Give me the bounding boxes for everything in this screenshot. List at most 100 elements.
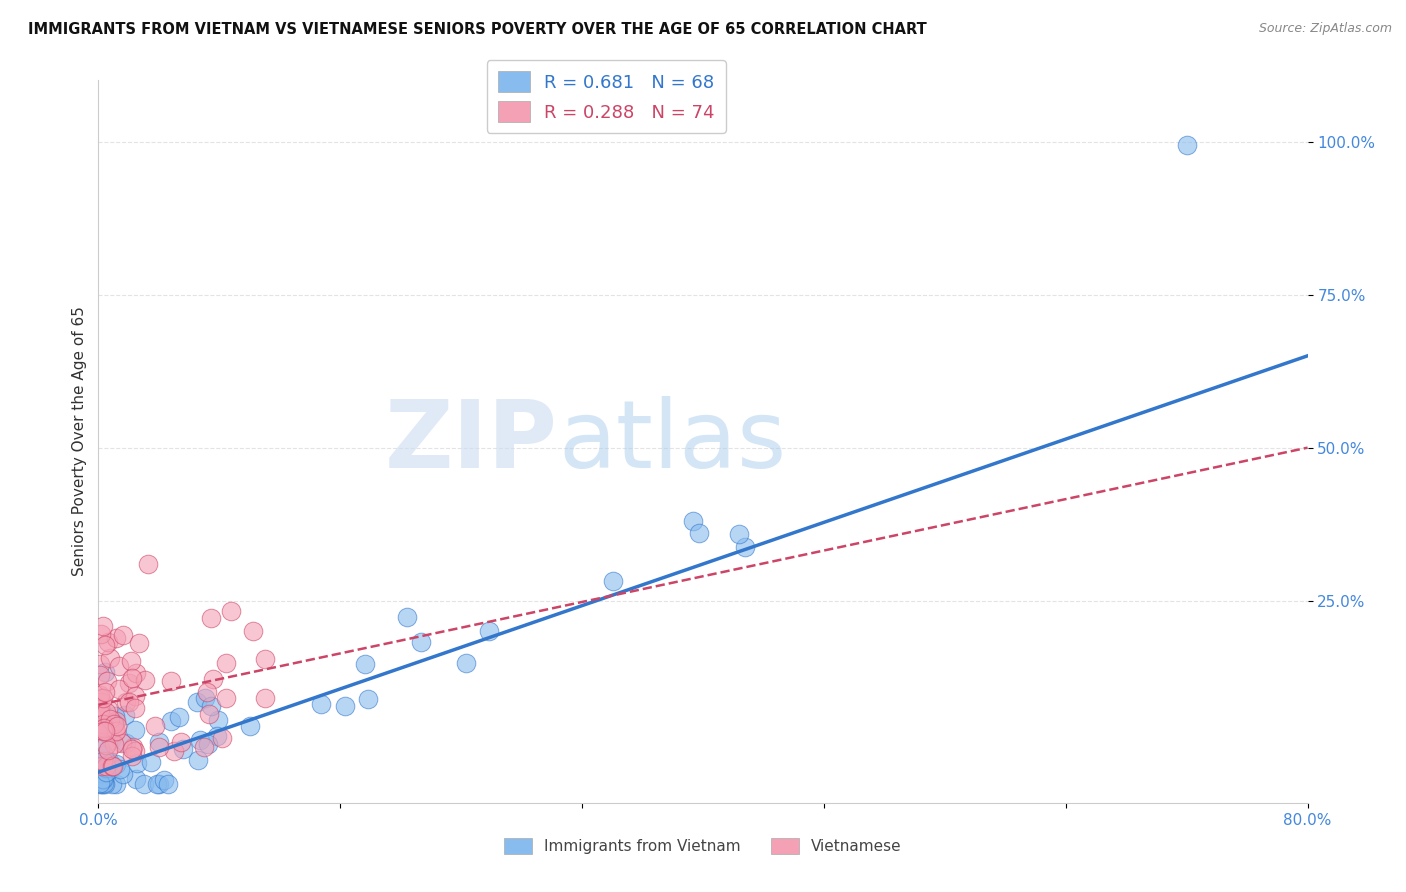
Point <box>143 719 166 733</box>
Point <box>89 688 111 702</box>
Text: IMMIGRANTS FROM VIETNAM VS VIETNAMESE SENIORS POVERTY OVER THE AGE OF 65 CORRELA: IMMIGRANTS FROM VIETNAM VS VIETNAMESE SE… <box>28 22 927 37</box>
Point <box>108 659 131 673</box>
Point <box>101 759 124 773</box>
Point <box>121 672 143 686</box>
Point <box>98 651 121 665</box>
Point <box>134 673 156 687</box>
Point <box>103 717 125 731</box>
Point <box>125 665 148 680</box>
Point <box>104 708 127 723</box>
Point <box>94 754 117 768</box>
Point <box>103 716 125 731</box>
Point <box>357 692 380 706</box>
Point <box>94 723 117 738</box>
Point <box>734 540 756 554</box>
Point <box>200 611 222 625</box>
Point <box>96 760 118 774</box>
Point <box>188 733 211 747</box>
Point <box>94 777 117 791</box>
Point <box>97 764 120 778</box>
Point <box>170 735 193 749</box>
Point <box>124 690 146 704</box>
Point <box>136 557 159 571</box>
Point <box>215 691 238 706</box>
Point <box>94 738 117 752</box>
Point <box>89 668 111 682</box>
Point <box>93 748 115 763</box>
Point <box>253 652 276 666</box>
Point <box>93 723 115 738</box>
Point <box>128 636 150 650</box>
Point <box>93 716 115 731</box>
Point <box>91 718 114 732</box>
Point <box>194 691 217 706</box>
Point <box>110 736 132 750</box>
Point <box>333 698 356 713</box>
Point <box>96 673 118 688</box>
Point <box>160 673 183 688</box>
Point <box>91 759 114 773</box>
Point <box>118 676 141 690</box>
Point <box>98 754 121 768</box>
Point <box>90 777 112 791</box>
Point <box>105 723 128 738</box>
Point <box>122 740 145 755</box>
Point <box>110 762 132 776</box>
Point <box>98 712 121 726</box>
Point <box>309 697 332 711</box>
Point <box>148 777 170 791</box>
Point <box>146 777 169 791</box>
Point <box>409 635 432 649</box>
Point <box>100 777 122 791</box>
Point <box>121 742 143 756</box>
Point <box>89 777 111 791</box>
Point <box>124 772 146 786</box>
Point <box>89 775 111 789</box>
Point <box>120 654 142 668</box>
Point <box>94 665 117 679</box>
Point <box>91 754 114 768</box>
Point <box>124 700 146 714</box>
Point <box>111 767 134 781</box>
Point <box>89 722 111 736</box>
Point <box>91 772 114 786</box>
Point <box>100 733 122 747</box>
Point <box>91 618 114 632</box>
Point <box>211 731 233 745</box>
Point <box>108 682 131 697</box>
Point <box>97 635 120 649</box>
Point <box>93 776 115 790</box>
Point <box>93 772 115 787</box>
Point <box>125 756 148 770</box>
Point <box>688 525 710 540</box>
Point <box>141 755 163 769</box>
Point <box>239 719 262 733</box>
Point <box>395 610 418 624</box>
Legend: Immigrants from Vietnam, Vietnamese: Immigrants from Vietnam, Vietnamese <box>498 832 908 860</box>
Point <box>148 734 170 748</box>
Point <box>89 740 111 755</box>
Point <box>103 737 125 751</box>
Point <box>200 698 222 713</box>
Point <box>96 765 118 780</box>
Point <box>167 710 190 724</box>
Point <box>93 761 115 775</box>
Point <box>354 657 377 672</box>
Point <box>160 714 183 729</box>
Point <box>121 749 143 764</box>
Point <box>89 702 111 716</box>
Point <box>91 762 114 776</box>
Point <box>602 574 624 589</box>
Point <box>105 631 128 645</box>
Point <box>193 740 215 755</box>
Point <box>94 638 117 652</box>
Point <box>89 690 111 705</box>
Point <box>115 736 138 750</box>
Point <box>97 702 120 716</box>
Text: Source: ZipAtlas.com: Source: ZipAtlas.com <box>1258 22 1392 36</box>
Point <box>93 685 115 699</box>
Point <box>91 695 114 709</box>
Point <box>91 777 114 791</box>
Point <box>682 514 704 528</box>
Point <box>148 739 170 754</box>
